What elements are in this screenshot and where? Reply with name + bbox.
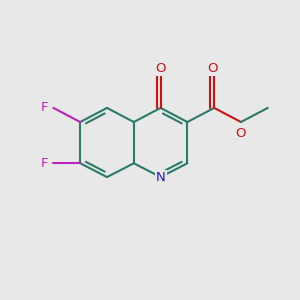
Text: O: O — [155, 62, 166, 75]
Text: F: F — [40, 157, 48, 170]
Text: F: F — [40, 101, 48, 114]
Text: O: O — [208, 62, 218, 75]
Text: O: O — [236, 127, 246, 140]
Text: N: N — [156, 171, 166, 184]
